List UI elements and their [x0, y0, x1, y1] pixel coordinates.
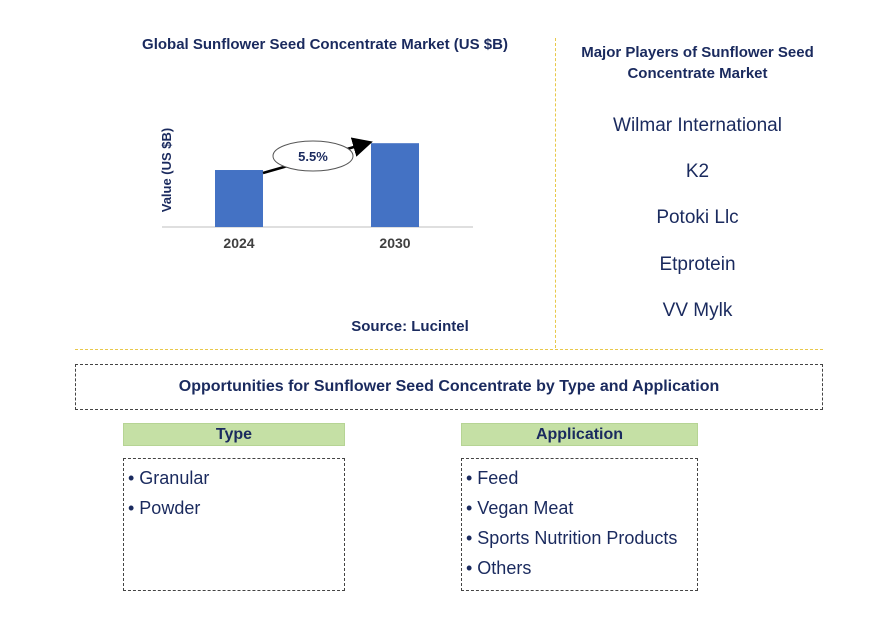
- type-list: • Granular • Powder: [123, 458, 345, 591]
- bar-2024: [215, 170, 263, 227]
- list-item: • Sports Nutrition Products: [466, 528, 678, 548]
- opportunities-title: Opportunities for Sunflower Seed Concent…: [75, 364, 823, 410]
- x-tick-label: 2024: [223, 235, 254, 251]
- vertical-divider: [555, 38, 556, 348]
- bar-chart: Value (US $B) 2024 2030 5.5%: [159, 128, 473, 251]
- list-item: • Vegan Meat: [466, 498, 574, 518]
- application-list: • Feed • Vegan Meat • Sports Nutrition P…: [461, 458, 698, 591]
- list-item: • Granular: [128, 468, 210, 488]
- application-header: Application: [461, 423, 698, 446]
- player-item: Wilmar International: [613, 115, 782, 136]
- player-item: K2: [685, 161, 710, 182]
- bar-2030: [371, 143, 419, 227]
- list-item: • Feed: [466, 468, 519, 488]
- horizontal-divider: [75, 349, 823, 350]
- x-tick-label: 2030: [379, 235, 410, 251]
- list-item: • Others: [466, 558, 532, 578]
- y-axis-label: Value (US $B): [159, 128, 174, 213]
- players-title: Major Players of Sunflower Seed Concentr…: [581, 44, 814, 82]
- chart-title: Global Sunflower Seed Concentrate Market…: [142, 36, 508, 53]
- player-item: VV Mylk: [662, 300, 733, 321]
- list-item: • Powder: [128, 498, 201, 518]
- cagr-label: 5.5%: [298, 149, 328, 164]
- type-header: Type: [123, 423, 345, 446]
- cagr-annotation: 5.5%: [262, 137, 373, 175]
- player-item: Potoki Llc: [656, 207, 739, 228]
- cagr-bubble: [272, 140, 354, 172]
- player-item: Etprotein: [659, 254, 736, 275]
- chart-source: Source: Lucintel: [351, 318, 469, 335]
